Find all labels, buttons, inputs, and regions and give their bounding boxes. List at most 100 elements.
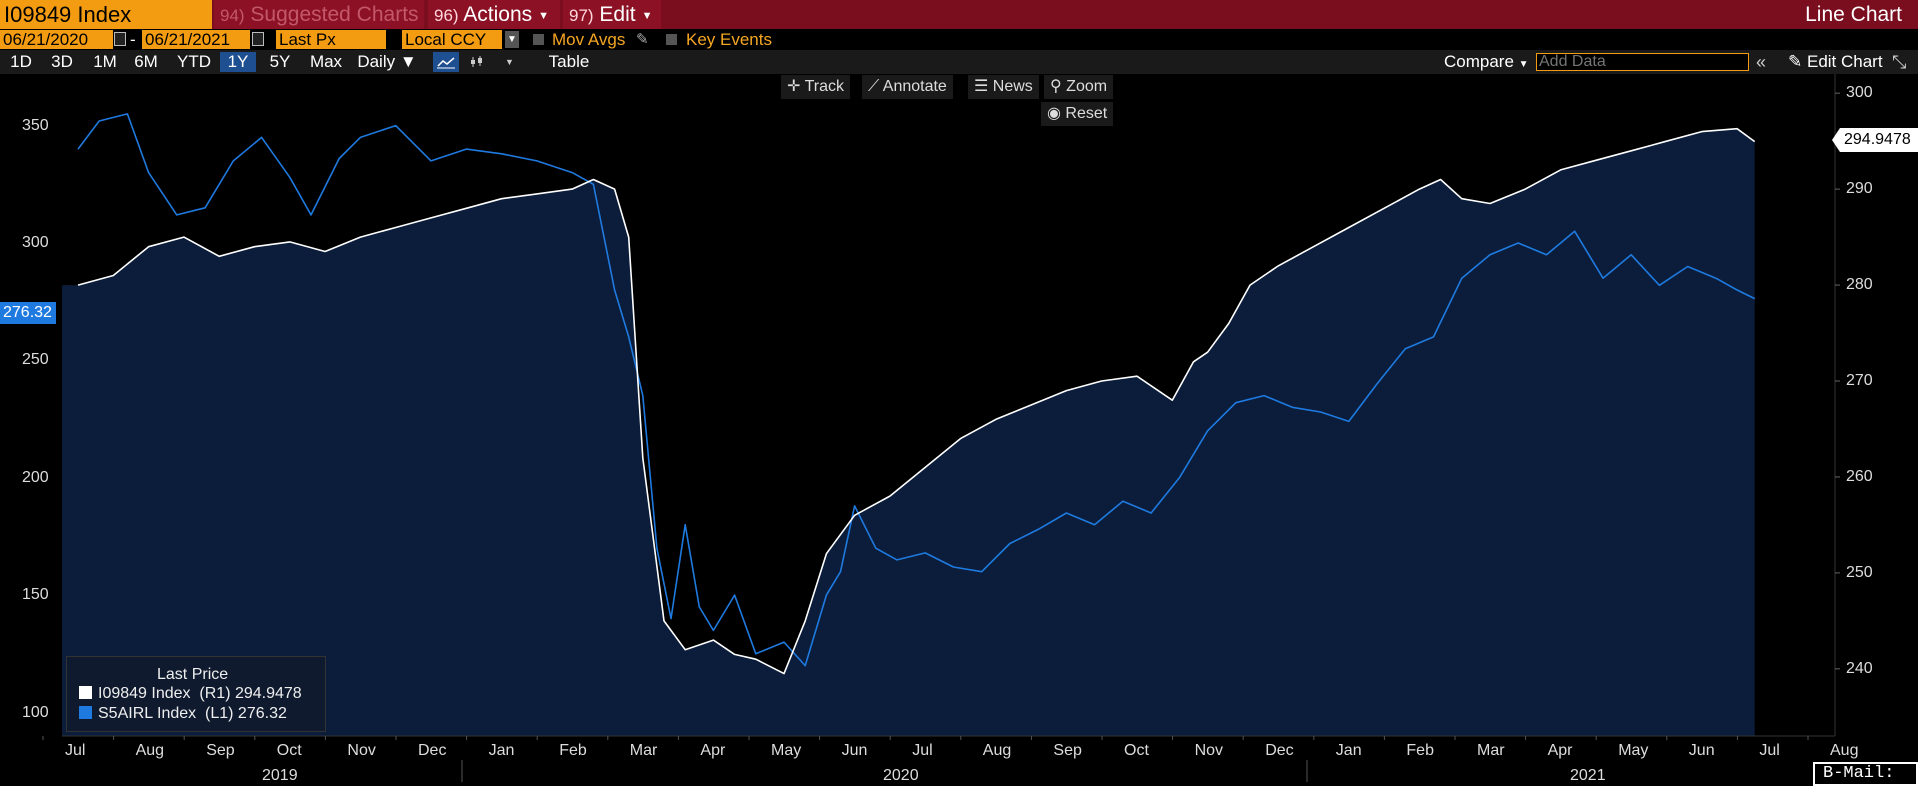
legend-title: Last Price xyxy=(157,666,229,683)
start-date-field[interactable]: 06/21/2020 xyxy=(0,30,113,49)
mov-avgs-checkbox[interactable] xyxy=(533,34,544,45)
expand-icon[interactable]: ⤡ xyxy=(1892,52,1907,72)
x-axis-tick-label: Mar xyxy=(1477,742,1505,759)
x-axis-tick-label: Feb xyxy=(559,742,587,759)
series-lines-group xyxy=(77,113,1756,675)
magnifier-icon: ⚲ xyxy=(1050,78,1062,95)
track-tool-label: Track xyxy=(804,78,844,95)
period-button-1m[interactable]: 1M xyxy=(93,52,117,71)
pencil-icon[interactable]: ✎ xyxy=(636,31,649,48)
calendar-icon[interactable] xyxy=(114,32,126,46)
period-button-ytd[interactable]: YTD xyxy=(177,52,211,71)
chart-type-title: Line Chart xyxy=(1805,3,1902,26)
bmail-field[interactable]: B-Mail: xyxy=(1813,762,1918,786)
x-axis-tick-label: May xyxy=(1618,742,1649,759)
x-axis-tick-label: Jun xyxy=(841,742,868,759)
reset-button[interactable]: ◉ Reset xyxy=(1041,102,1114,126)
right-axis-tick-label: 240 xyxy=(1846,659,1873,677)
period-button-1d[interactable]: 1D xyxy=(10,52,32,71)
date-separator: - xyxy=(130,30,136,49)
legend-label-i09849: I09849 Index (R1) 294.9478 xyxy=(98,685,302,702)
period-button-6m[interactable]: 6M xyxy=(134,52,158,71)
series-area-i09849 xyxy=(62,128,1755,736)
annotate-tool-label: Annotate xyxy=(882,78,947,95)
period-button-3d[interactable]: 3D xyxy=(51,52,73,71)
x-axis-tick-label: Jan xyxy=(488,742,515,759)
zoom-tool-label: Zoom xyxy=(1066,78,1108,95)
x-axis-tick-label: Mar xyxy=(629,742,658,759)
x-axis-tick-label: Sep xyxy=(1053,742,1082,759)
pencil-icon: ✎ xyxy=(1788,52,1803,71)
annotate-tool[interactable]: ⟋ Annotate xyxy=(862,75,953,99)
price-field-select[interactable]: Last Px xyxy=(276,30,386,49)
currency-select[interactable]: Local CCY xyxy=(402,30,502,49)
x-axis-tick-label: Nov xyxy=(347,742,376,759)
x-axis-tick-label: Aug xyxy=(1830,742,1859,759)
suggested-charts-label: Suggested Charts xyxy=(250,3,419,26)
suggested-charts-button[interactable]: 94) Suggested Charts xyxy=(214,0,424,29)
x-axis-tick-label: Jun xyxy=(1688,742,1715,759)
table-button[interactable]: Table xyxy=(524,52,614,72)
pencil-icon: ⟋ xyxy=(868,78,880,95)
x-axis-tick-label: Oct xyxy=(276,742,302,759)
x-axis-tick-label: Nov xyxy=(1194,742,1224,759)
track-tool[interactable]: ✛ Track xyxy=(781,75,850,99)
zoom-tool[interactable]: ⚲ Zoom xyxy=(1044,75,1114,99)
year-label: 2020 xyxy=(883,767,919,784)
chevron-down-icon: ▼ xyxy=(641,10,653,22)
legend-swatch-white xyxy=(79,686,92,699)
suggested-charts-number: 94) xyxy=(220,6,245,25)
edit-menu-button[interactable]: 97) Edit ▼ xyxy=(563,0,661,29)
collapse-icon[interactable]: « xyxy=(1756,52,1767,72)
x-axis-tick-label: Jul xyxy=(65,742,86,759)
period-button-5y[interactable]: 5Y xyxy=(269,52,291,71)
right-axis-tick-label: 290 xyxy=(1846,180,1873,198)
right-axis-tick-label: 250 xyxy=(1846,563,1873,581)
actions-menu-button[interactable]: 96) Actions ▼ xyxy=(428,0,560,29)
left-axis-tick-label: 200 xyxy=(22,468,49,486)
compare-label: Compare xyxy=(1444,52,1514,71)
compare-dropdown[interactable]: Compare ▼ xyxy=(1444,50,1529,77)
frequency-select[interactable]: Daily ▼ xyxy=(354,52,420,72)
line-chart-icon[interactable] xyxy=(433,52,459,72)
left-axis-tick-label: 300 xyxy=(22,234,49,252)
x-axis-tick-label: Apr xyxy=(700,742,726,759)
left-axis-tick-label: 250 xyxy=(22,351,49,369)
period-button-max[interactable]: Max xyxy=(309,52,343,71)
x-axis-tick-label: Jul xyxy=(912,742,933,759)
candlestick-icon[interactable] xyxy=(466,52,488,72)
news-tool[interactable]: ☰ News xyxy=(968,75,1039,99)
chevron-down-icon[interactable]: ▼ xyxy=(505,31,519,48)
year-label: 2021 xyxy=(1570,767,1606,784)
period-toolbar: 1D 3D 1M 6M YTD 1Y 5Y Max Daily ▼ ▼ Tabl… xyxy=(0,50,1918,74)
frequency-label: Daily xyxy=(357,52,396,71)
left-axis-tick-label: 100 xyxy=(22,703,49,721)
add-data-input[interactable] xyxy=(1536,53,1749,71)
actions-number: 96) xyxy=(434,6,459,25)
legend-swatch-blue xyxy=(79,706,92,719)
edit-label: Edit xyxy=(599,3,636,26)
key-events-label[interactable]: Key Events xyxy=(686,30,772,49)
legend-item-i09849[interactable]: I09849 Index (R1) 294.9478 xyxy=(79,685,302,703)
actions-label: Actions xyxy=(463,3,533,26)
x-axis-tick-label: Aug xyxy=(982,742,1012,759)
period-button-1y[interactable]: 1Y xyxy=(220,52,256,72)
key-events-checkbox[interactable] xyxy=(666,34,677,45)
x-axis-tick-label: Sep xyxy=(206,742,235,759)
chevron-down-icon[interactable]: ▼ xyxy=(505,57,514,67)
left-last-value-badge: 276.32 xyxy=(0,302,56,324)
legend-item-s5airl[interactable]: S5AIRL Index (L1) 276.32 xyxy=(79,705,287,723)
series-line-i09849 xyxy=(77,127,1756,675)
right-axis-tick-label: 270 xyxy=(1846,372,1873,389)
news-icon: ☰ xyxy=(974,78,989,95)
ticker-field[interactable]: I09849 Index xyxy=(0,0,212,29)
mov-avgs-label[interactable]: Mov Avgs xyxy=(552,30,626,49)
calendar-icon[interactable] xyxy=(252,32,264,46)
x-axis-tick-label: Feb xyxy=(1406,742,1434,759)
end-date-field[interactable]: 06/21/2021 xyxy=(142,30,250,49)
edit-chart-button[interactable]: ✎ Edit Chart xyxy=(1788,50,1883,74)
news-tool-label: News xyxy=(992,78,1033,95)
chevron-down-icon: ▼ xyxy=(538,10,550,22)
crosshair-icon: ✛ xyxy=(787,78,801,95)
right-axis-tick-label: 260 xyxy=(1846,467,1873,485)
